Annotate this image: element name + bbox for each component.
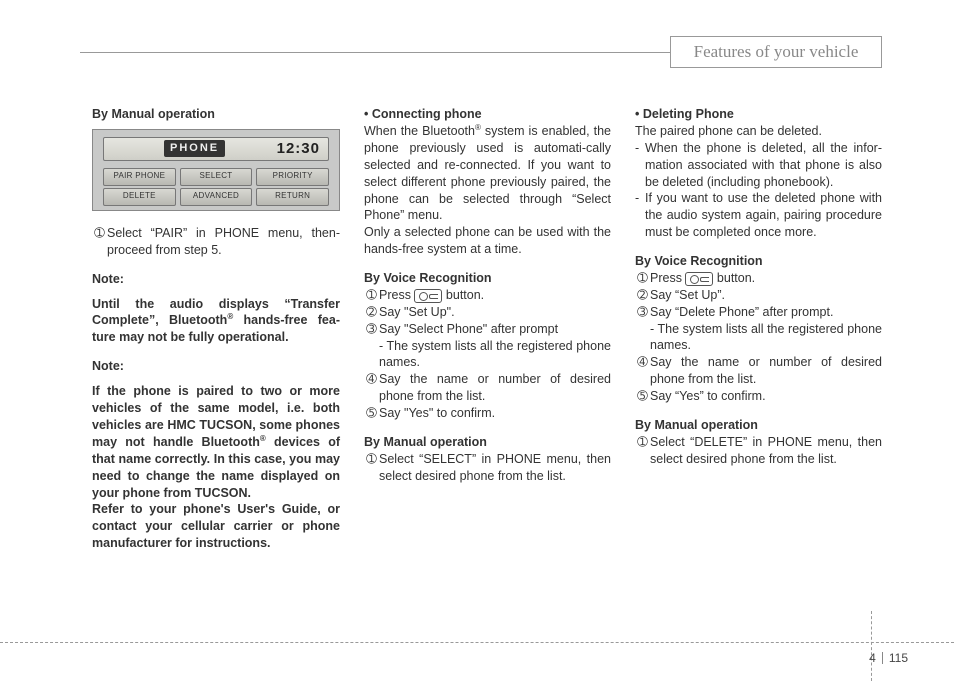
voice-button-icon (414, 289, 442, 303)
step-text: Select “PAIR” in PHONE menu, then-procee… (107, 225, 340, 259)
col3-voice-steps-b: ➃Say the name or number of desired phone… (635, 354, 882, 405)
page-num: 115 (889, 651, 908, 665)
col3-p1: The paired phone can be deleted. (635, 123, 882, 140)
lcd-time: 12:30 (277, 139, 320, 159)
col3-s3-sub: - The system lists all the registered ph… (635, 321, 882, 355)
note2-text-c: Refer to your phone's User's Guide, or c… (92, 501, 340, 552)
col1-steps: ➀ Select “PAIR” in PHONE menu, then-proc… (92, 225, 340, 259)
col3-dashes: -When the phone is deleted, all the info… (635, 140, 882, 241)
col2-manual-steps: ➀Select “SELECT” in PHONE menu, then sel… (364, 451, 611, 485)
col3-voice-steps: ➀ Press button. ➁Say “Set Up”. ➂Say “Del… (635, 270, 882, 321)
note1-text: Until the audio displays “Transfer Compl… (92, 296, 340, 347)
display-row-1: PAIR PHONE SELECT PRIORITY (103, 168, 329, 186)
col2-h3: By Manual operation (364, 434, 611, 451)
display-btn-return: RETURN (256, 188, 329, 206)
step-num: ➀ (92, 225, 107, 259)
col2-p2: Only a selected phone can be used with t… (364, 224, 611, 258)
col3-h3: By Manual operation (635, 417, 882, 434)
col1-heading: By Manual operation (92, 106, 340, 123)
page-number: 4 115 (869, 651, 908, 665)
voice-button-icon (685, 272, 713, 286)
display-btn-pair: PAIR PHONE (103, 168, 176, 186)
header-title-box: Features of your vehicle (670, 36, 882, 68)
lcd-label: PHONE (164, 140, 225, 157)
display-btn-select: SELECT (180, 168, 253, 186)
col3-heading: • Deleting Phone (635, 106, 882, 123)
col3-manual-steps: ➀Select “DELETE” in PHONE menu, then sel… (635, 434, 882, 468)
display-btn-priority: PRIORITY (256, 168, 329, 186)
col2-h2: By Voice Recognition (364, 270, 611, 287)
col2-voice-steps: ➀ Press button. ➁Say "Set Up". ➂Say "Sel… (364, 287, 611, 338)
phone-display-graphic: PHONE 12:30 PAIR PHONE SELECT PRIORITY D… (92, 129, 340, 211)
content-columns: By Manual operation PHONE 12:30 PAIR PHO… (92, 106, 882, 552)
note2-heading: Note: (92, 358, 340, 375)
display-row-2: DELETE ADVANCED RETURN (103, 188, 329, 206)
header-title: Features of your vehicle (694, 42, 859, 62)
section-number: 4 (869, 651, 876, 665)
display-btn-advanced: ADVANCED (180, 188, 253, 206)
footer-dashed-line (0, 642, 954, 643)
display-btn-delete: DELETE (103, 188, 176, 206)
note1-heading: Note: (92, 271, 340, 288)
col3-h2: By Voice Recognition (635, 253, 882, 270)
page-bar (882, 652, 883, 664)
col2-heading: • Connecting phone (364, 106, 611, 123)
column-1: By Manual operation PHONE 12:30 PAIR PHO… (92, 106, 340, 552)
cut-mark (871, 611, 872, 681)
column-3: • Deleting Phone The paired phone can be… (635, 106, 882, 552)
column-2: • Connecting phone When the Bluetooth® s… (364, 106, 611, 552)
lcd-screen: PHONE 12:30 (103, 137, 329, 161)
col2-p1: When the Bluetooth® system is enabled, t… (364, 123, 611, 224)
note2-text-a: If the phone is paired to two or more ve… (92, 383, 340, 501)
col2-voice-steps-b: ➃Say the name or number of desired phone… (364, 371, 611, 422)
col2-s3-sub: - The system lists all the registered ph… (364, 338, 611, 372)
